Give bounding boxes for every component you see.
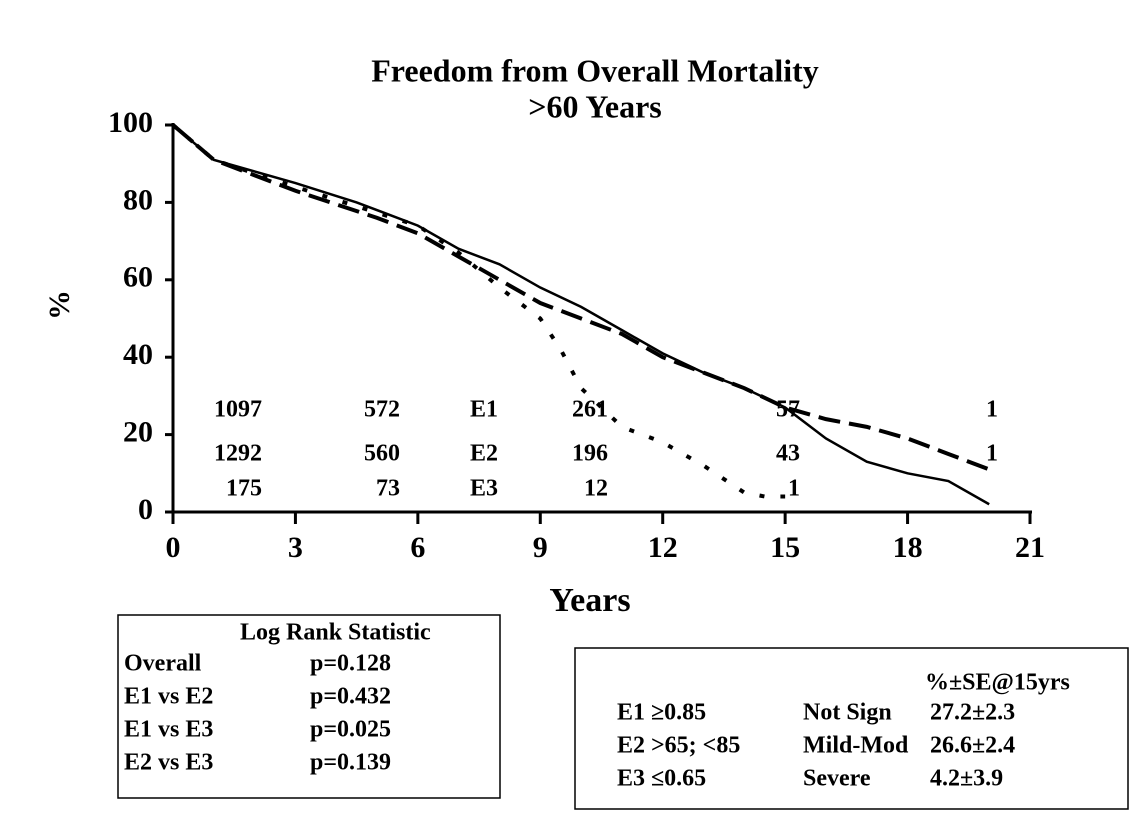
- legend-cell: Mild-Mod: [803, 733, 909, 759]
- survival-curve: [171, 123, 990, 472]
- at-risk-count: 43: [776, 441, 800, 467]
- x-tick-label: 3: [288, 531, 303, 564]
- survival-curve: [171, 123, 786, 499]
- at-risk-count: 57: [776, 397, 800, 423]
- y-tick-label: 20: [123, 415, 153, 448]
- at-risk-group: E3: [470, 476, 498, 502]
- at-risk-count: 1: [986, 441, 998, 467]
- y-tick-label: 100: [108, 106, 153, 139]
- y-tick-label: 0: [138, 493, 153, 526]
- x-tick-label: 12: [648, 531, 678, 564]
- at-risk-count: 261: [572, 397, 608, 423]
- at-risk-count: 196: [572, 441, 608, 467]
- legend-cell: 27.2±2.3: [930, 700, 1015, 726]
- at-risk-count: 73: [376, 476, 400, 502]
- at-risk-count: 572: [364, 397, 400, 423]
- log-rank-p: p=0.025: [310, 717, 391, 743]
- log-rank-title: Log Rank Statistic: [240, 620, 431, 646]
- chart-title: Freedom from Overall Mortality: [371, 52, 819, 88]
- legend-cell: E3 ≤0.65: [617, 766, 706, 792]
- legend-box: [574, 647, 1129, 810]
- at-risk-count: 1292: [214, 441, 262, 467]
- legend-header: %±SE@15yrs: [925, 670, 1070, 696]
- y-tick-label: 40: [123, 338, 153, 371]
- y-tick-label: 60: [123, 261, 153, 294]
- at-risk-count: 175: [226, 476, 262, 502]
- log-rank-label: Overall: [124, 651, 202, 677]
- log-rank-p: p=0.139: [310, 750, 391, 776]
- x-tick-label: 21: [1015, 531, 1045, 564]
- legend-cell: E2 >65; <85: [617, 733, 740, 759]
- log-rank-label: E1 vs E2: [124, 684, 213, 710]
- x-tick-label: 9: [533, 531, 548, 564]
- log-rank-label: E1 vs E3: [124, 717, 213, 743]
- x-tick-label: 6: [410, 531, 425, 564]
- survival-curve: [172, 124, 990, 506]
- at-risk-group: E1: [470, 397, 498, 423]
- x-axis-label: Years: [549, 582, 630, 619]
- at-risk-count: 560: [364, 441, 400, 467]
- log-rank-label: E2 vs E3: [124, 750, 213, 776]
- y-axis-label: %: [43, 290, 76, 320]
- at-risk-count: 1097: [214, 397, 262, 423]
- legend-cell: E1 ≥0.85: [617, 700, 706, 726]
- log-rank-box: [117, 614, 501, 799]
- chart-subtitle: >60 Years: [528, 88, 661, 124]
- log-rank-p: p=0.432: [310, 684, 391, 710]
- x-tick-label: 0: [166, 531, 181, 564]
- legend-cell: Not Sign: [803, 700, 892, 726]
- legend-cell: 4.2±3.9: [930, 766, 1003, 792]
- legend-cell: Severe: [803, 766, 871, 792]
- at-risk-count: 1: [788, 476, 800, 502]
- y-tick-label: 80: [123, 183, 153, 216]
- at-risk-count: 1: [986, 397, 998, 423]
- at-risk-group: E2: [470, 441, 498, 467]
- legend-cell: 26.6±2.4: [930, 733, 1015, 759]
- x-tick-label: 15: [770, 531, 800, 564]
- at-risk-count: 12: [584, 476, 608, 502]
- log-rank-p: p=0.128: [310, 651, 391, 677]
- x-tick-label: 18: [893, 531, 923, 564]
